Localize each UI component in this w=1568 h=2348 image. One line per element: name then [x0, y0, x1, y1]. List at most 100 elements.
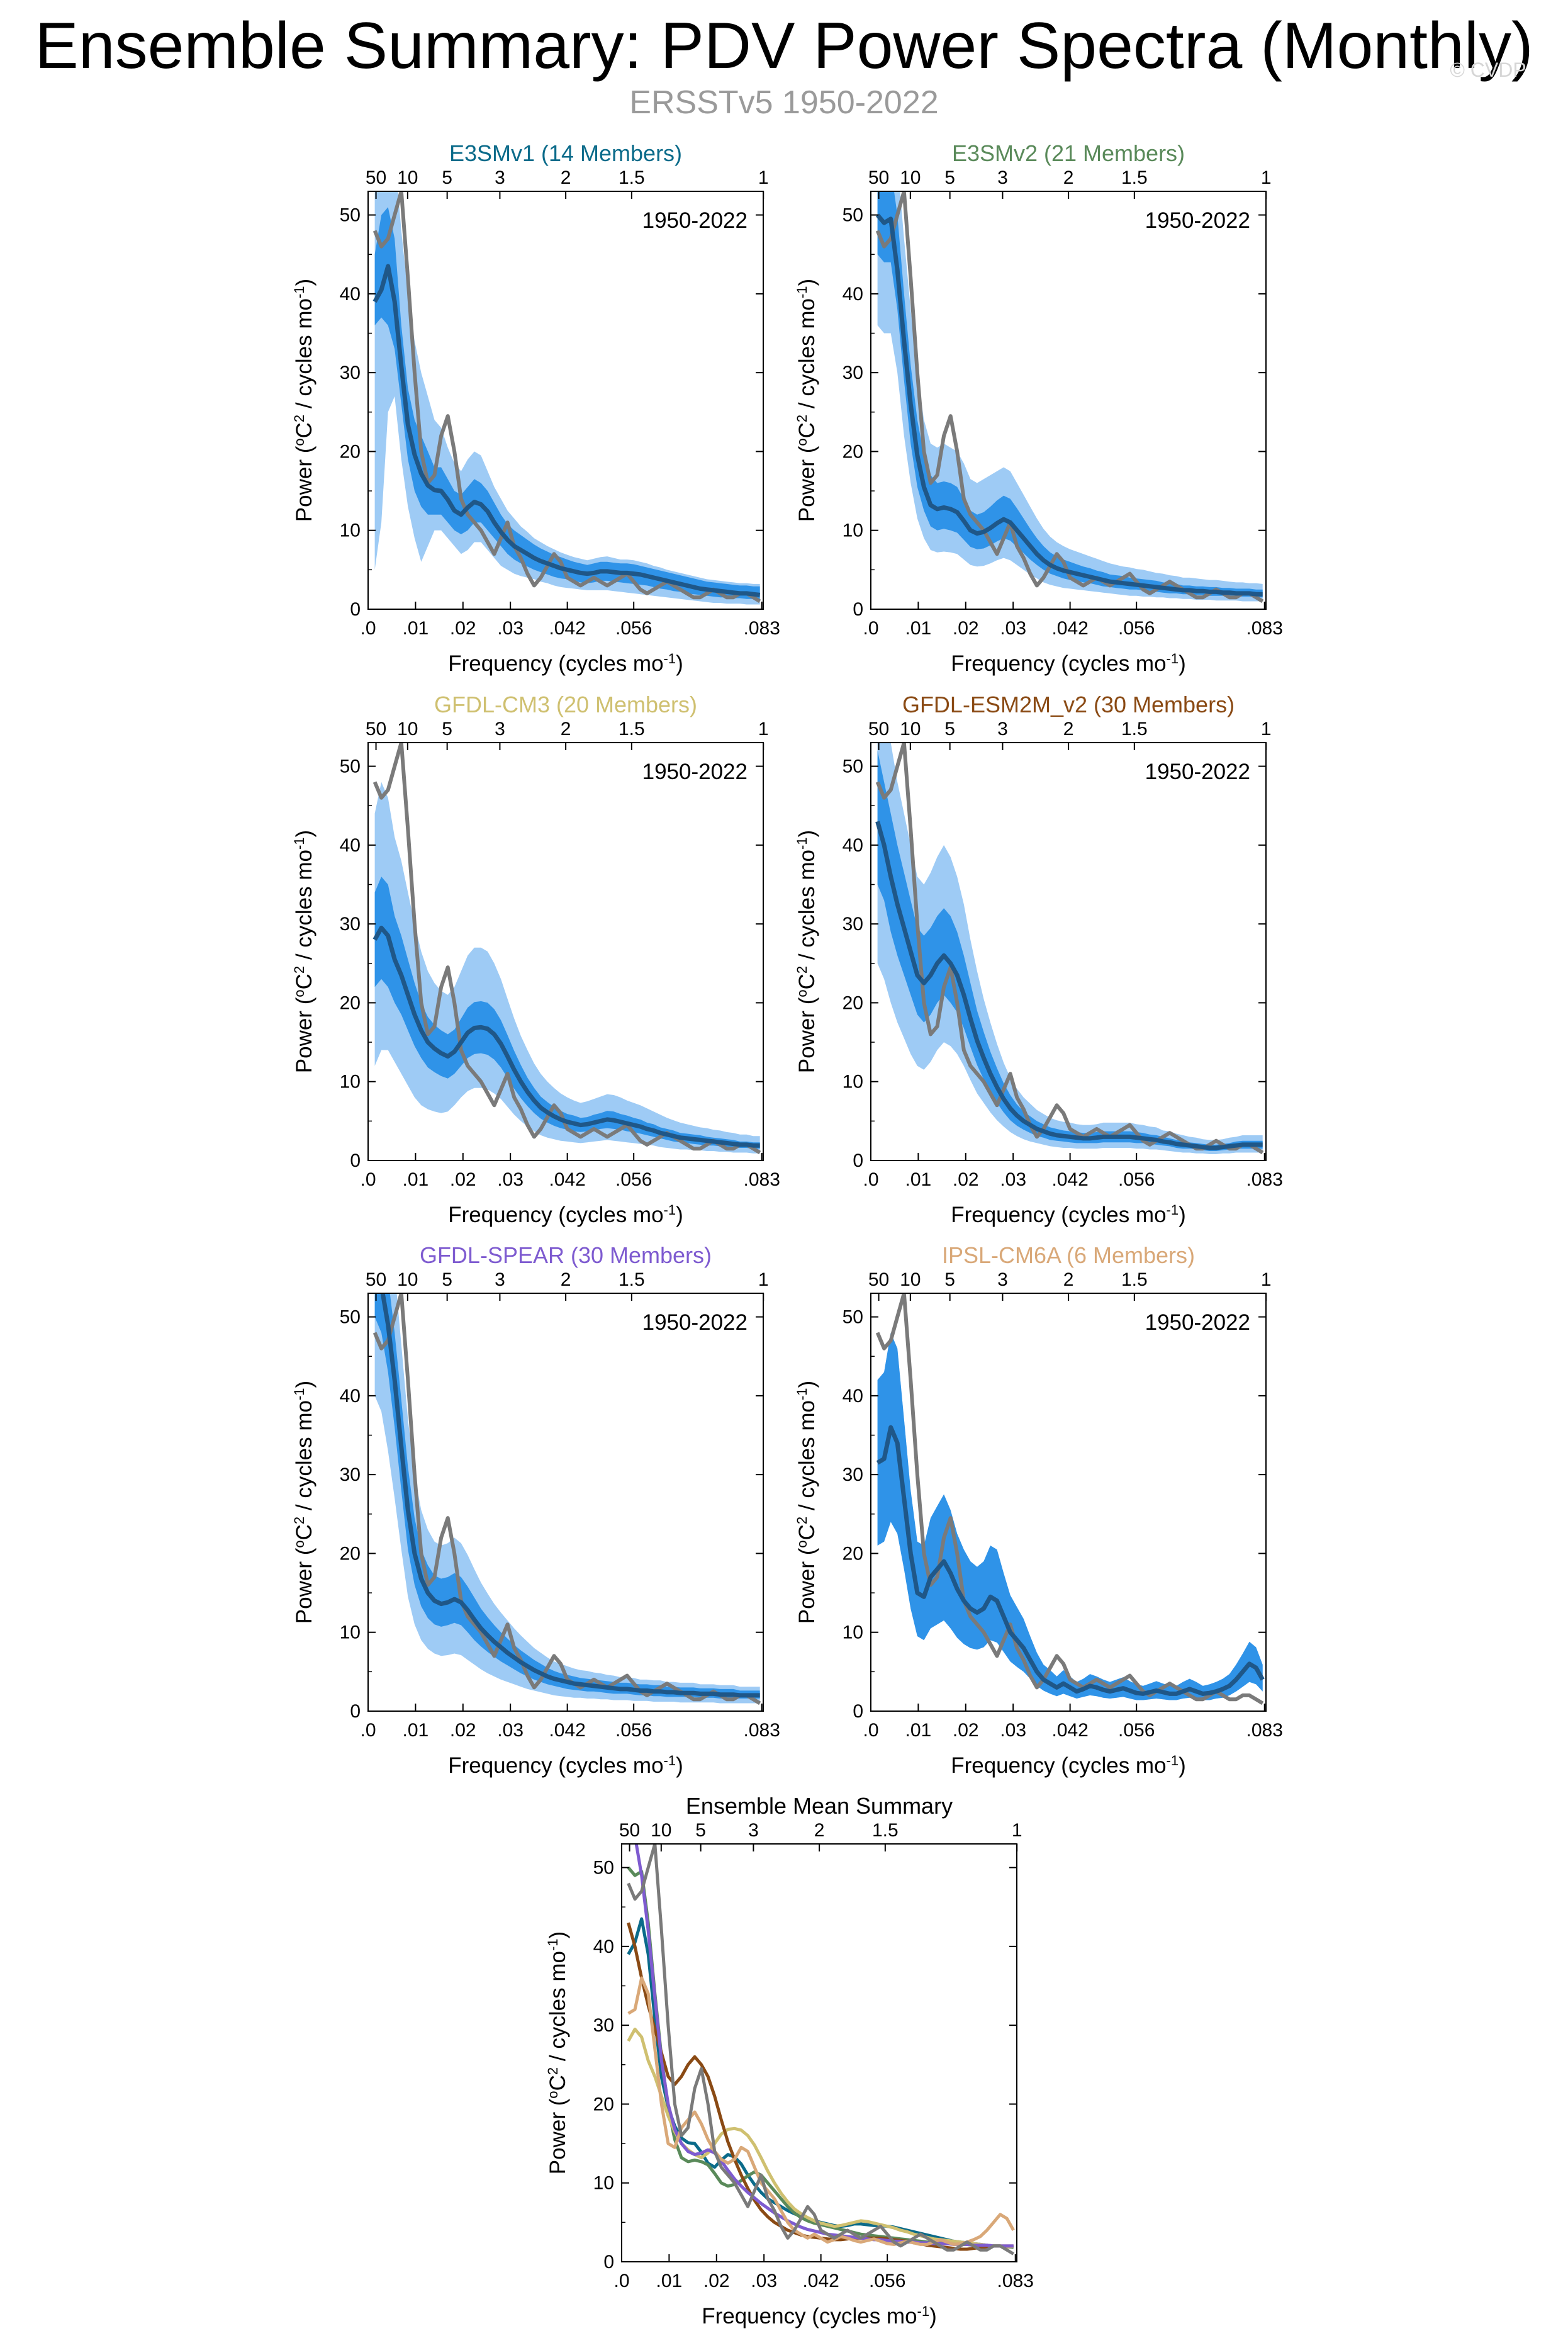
period-tick-label: 3	[748, 1820, 759, 1841]
y-axis-label: Power (oC2 / cycles mo-1)	[794, 830, 820, 1073]
period-tick-label: 1	[758, 167, 769, 188]
x-tick-label: .03	[1000, 1720, 1026, 1741]
x-tick-label: .042	[1051, 1720, 1088, 1741]
period-tick-label: 10	[900, 719, 921, 739]
band-10-90	[374, 782, 760, 1154]
chart-panel-6: 0 10 20 30 40 50 .0 .01 .02 .03 .042 .056 .083 50 10 5 3…	[794, 1242, 1283, 1778]
plot-frame	[870, 1293, 1267, 1712]
period-tick-label: 1	[1261, 719, 1272, 739]
x-tick-label: .0	[863, 1720, 878, 1741]
x-tick-label: .01	[656, 2271, 683, 2291]
y-tick-label: 10	[843, 1072, 863, 1093]
plot-area	[372, 743, 761, 1155]
x-tick-label: .01	[403, 618, 429, 639]
y-axis-label: Power (oC2 / cycles mo-1)	[291, 279, 317, 522]
y-tick-label: 40	[843, 1386, 863, 1407]
y-tick-label: 10	[340, 1072, 361, 1093]
panel-title: E3SMv2 (21 Members)	[952, 140, 1185, 166]
x-tick-label: .01	[905, 618, 932, 639]
plot-area	[875, 743, 1264, 1155]
period-label: 1950-2022	[1145, 760, 1250, 784]
period-tick-label: 1	[758, 719, 769, 739]
band-25-75	[374, 1293, 760, 1699]
y-tick-label: 0	[853, 1150, 863, 1171]
y-tick-label: 40	[843, 284, 863, 305]
panel-title: GFDL-ESM2M_v2 (30 Members)	[902, 692, 1235, 717]
y-tick-label: 40	[843, 835, 863, 856]
observed-line	[875, 191, 1264, 604]
period-tick-label: 1.5	[619, 719, 645, 739]
y-tick-label: 20	[340, 992, 361, 1013]
period-tick-label: 3	[495, 719, 505, 739]
series-line-gfdl-spear	[634, 1844, 1014, 2248]
band-10-90	[877, 191, 1263, 602]
y-tick-label: 40	[593, 1936, 614, 1957]
band-10-90	[374, 1293, 760, 1704]
y-tick-label: 50	[843, 205, 863, 226]
x-tick-label: .0	[863, 618, 878, 639]
x-tick-label: .0	[613, 2271, 629, 2291]
x-tick-label: .083	[1246, 1720, 1283, 1741]
y-tick-label: 50	[843, 1307, 863, 1328]
y-tick-label: 40	[340, 835, 361, 856]
y-axis-label: Power (oC2 / cycles mo-1)	[794, 1381, 820, 1624]
period-tick-label: 50	[868, 1269, 889, 1290]
panel-title: GFDL-SPEAR (30 Members)	[420, 1242, 712, 1268]
series-line-gfdl-esm2m_v2	[627, 1922, 1014, 2251]
ensemble-mean-line	[372, 264, 761, 597]
period-tick-label: 10	[651, 1820, 671, 1841]
period-tick-label: 10	[397, 719, 418, 739]
period-tick-label: 50	[366, 719, 386, 739]
x-tick-label: .042	[549, 1720, 585, 1741]
x-tick-label: .083	[744, 618, 780, 639]
x-tick-label: .03	[497, 1169, 524, 1190]
x-tick-label: .056	[1118, 618, 1155, 639]
y-tick-label: 30	[340, 914, 361, 935]
ensemble-mean-line	[875, 821, 1263, 1150]
x-axis-label: Frequency (cycles mo-1)	[951, 1753, 1186, 1778]
period-tick-label: 3	[495, 167, 505, 188]
observed-line	[372, 1293, 761, 1705]
period-label: 1950-2022	[642, 208, 748, 233]
band-25-75	[374, 207, 760, 599]
panel-title: GFDL-CM3 (20 Members)	[434, 692, 697, 717]
chart-panel-3: 0 10 20 30 40 50 .0 .01 .02 .03 .042 .056 .083 50 10 5 3…	[291, 692, 780, 1227]
y-tick-label: 0	[350, 599, 361, 620]
y-tick-label: 10	[593, 2173, 614, 2194]
y-tick-label: 30	[593, 2015, 614, 2036]
panel-title: IPSL-CM6A (6 Members)	[942, 1242, 1195, 1268]
period-label: 1950-2022	[642, 760, 748, 784]
y-tick-label: 0	[350, 1701, 361, 1722]
chart-panel-4: 0 10 20 30 40 50 .0 .01 .02 .03 .042 .056 .083 50 10 5 3…	[794, 692, 1283, 1227]
period-tick-label: 2	[1063, 1269, 1074, 1290]
y-tick-label: 0	[350, 1150, 361, 1171]
y-tick-label: 40	[340, 284, 361, 305]
x-tick-label: .056	[615, 618, 652, 639]
period-tick-label: 2	[561, 1269, 571, 1290]
plot-frame	[621, 1843, 1017, 2262]
y-tick-label: 0	[853, 599, 863, 620]
series-line-e3smv1	[627, 1917, 1014, 2249]
panel-title: Ensemble Mean Summary	[686, 1793, 953, 1819]
x-tick-label: .083	[744, 1720, 780, 1741]
period-tick-label: 10	[900, 1269, 921, 1290]
period-tick-label: 3	[997, 167, 1008, 188]
period-tick-label: 50	[868, 719, 889, 739]
y-tick-label: 50	[843, 756, 863, 777]
period-tick-label: 3	[997, 1269, 1008, 1290]
period-label: 1950-2022	[1145, 1310, 1250, 1335]
period-tick-label: 3	[997, 719, 1008, 739]
chart-panel-1: 0 10 20 30 40 50 .0 .01 .02 .03 .042 .056 .083 50 10 5 3…	[291, 140, 780, 676]
period-tick-label: 5	[442, 1269, 452, 1290]
x-tick-label: .042	[549, 618, 585, 639]
period-tick-label: 50	[366, 167, 386, 188]
y-tick-label: 20	[340, 1543, 361, 1564]
period-tick-label: 1	[1261, 167, 1272, 188]
observed-line	[372, 191, 761, 604]
period-tick-label: 50	[366, 1269, 386, 1290]
band-25-75	[877, 1332, 1263, 1700]
period-tick-label: 10	[397, 1269, 418, 1290]
x-tick-label: .0	[360, 618, 376, 639]
y-tick-label: 50	[340, 1307, 361, 1328]
